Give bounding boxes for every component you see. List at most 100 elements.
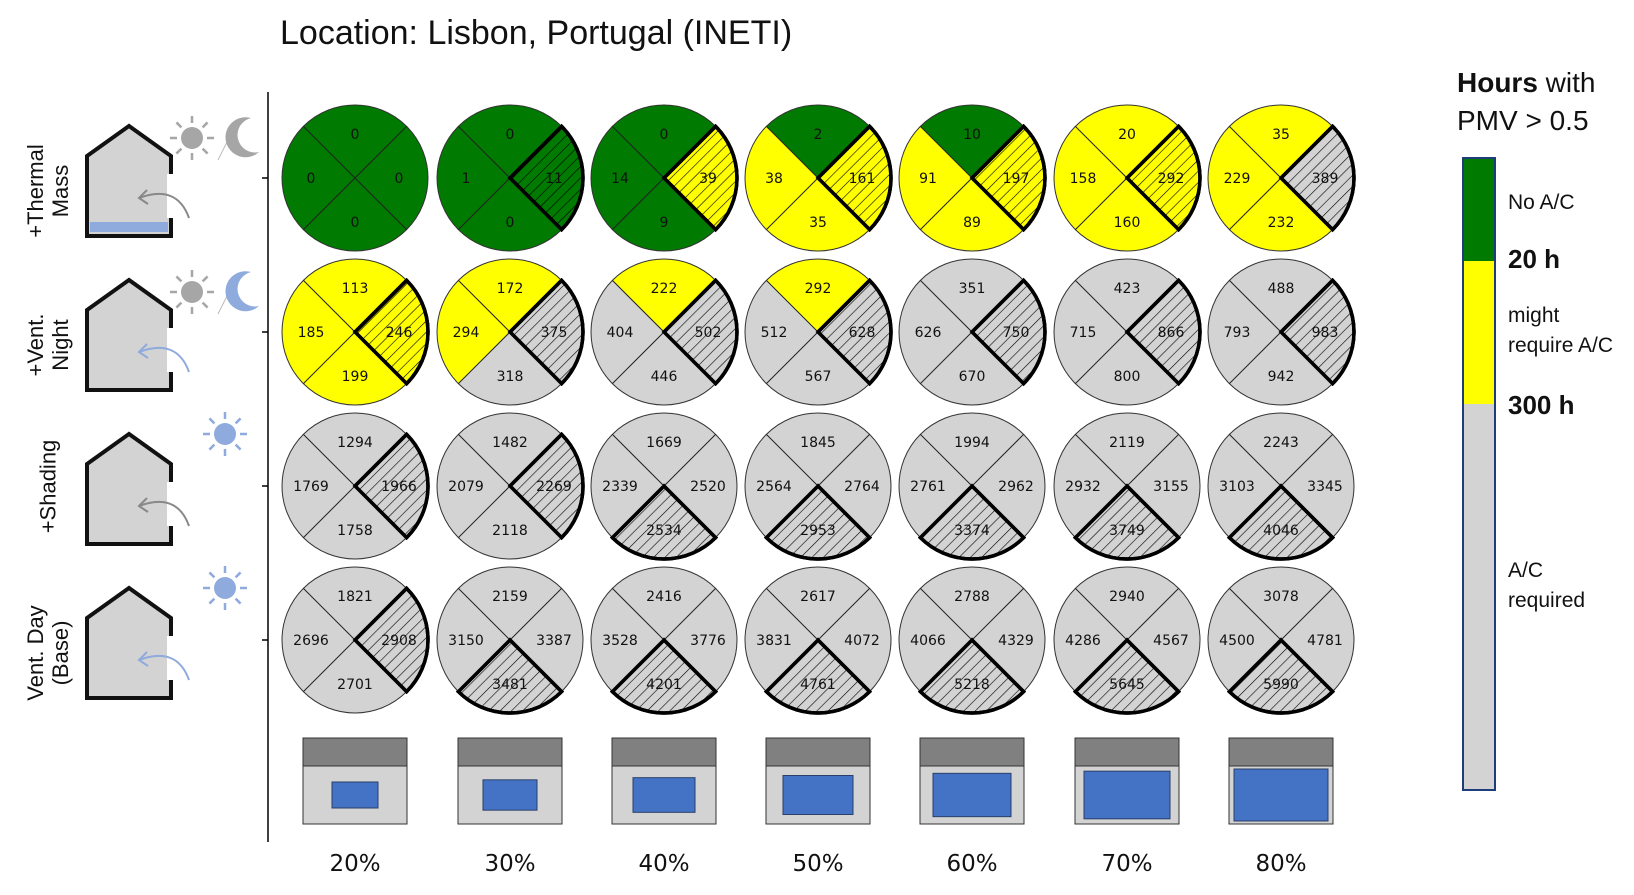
- window-glazing: [1083, 770, 1171, 820]
- pie-slice-left: [745, 434, 818, 538]
- pie-value-label: 0: [506, 215, 515, 231]
- pie-slice-top: [766, 567, 870, 640]
- pie-hatched-outline: [352, 431, 430, 541]
- house-shading-icon: [85, 412, 247, 546]
- pie-hatched-outline: [1278, 123, 1356, 233]
- pie-slice-top: [766, 259, 870, 332]
- x-tick-label: 50%: [792, 851, 843, 877]
- pie-chart: 2416 3776 4201 3528: [590, 566, 738, 715]
- pie-value-label: 222: [651, 281, 678, 297]
- pie-value-label: 3387: [536, 633, 572, 649]
- pie-hatched-outline: [1278, 277, 1356, 387]
- window-glazing: [1233, 768, 1329, 822]
- pie-slice-left: [899, 588, 972, 692]
- pie-value-label: 2617: [800, 589, 836, 605]
- pie-slice-right: [1281, 588, 1354, 692]
- pie-chart: 2243 3345 4046 3103: [1207, 412, 1355, 561]
- pie-value-label: 232: [1268, 215, 1295, 231]
- legend-segment-ac-required: [1464, 404, 1494, 789]
- pie-value-label: 2940: [1109, 589, 1145, 605]
- legend-label-no-ac: No A/C: [1508, 191, 1575, 214]
- pie-value-label: 2534: [646, 523, 682, 539]
- house-day-ventilation-icon: [85, 566, 247, 700]
- legend-title: Hours with PMV > 0.5: [1457, 64, 1595, 140]
- pie-slice-bottom: [303, 640, 407, 713]
- sun-icon: [203, 566, 247, 610]
- house-night-ventilation-icon: [85, 270, 259, 392]
- pie-value-label: 2339: [602, 479, 638, 495]
- window-glazing: [482, 779, 538, 811]
- pie-value-label: 4567: [1153, 633, 1189, 649]
- pie-value-label: 389: [1312, 171, 1339, 187]
- pie-slice-top: [920, 105, 1024, 178]
- window-glazing: [932, 772, 1012, 818]
- pie-slice-left: [1208, 280, 1281, 384]
- pie-hatched-outline: [969, 123, 1047, 233]
- pie-slice-top: [1075, 413, 1179, 486]
- pie-value-label: 502: [695, 325, 722, 341]
- pie-slice-top: [1075, 259, 1179, 332]
- pie-slice-top: [458, 567, 562, 640]
- pie-hatched-outline: [507, 431, 585, 541]
- pie-value-label: 4072: [844, 633, 880, 649]
- pie-value-label: 2696: [293, 633, 329, 649]
- pie-slice-bottom: [612, 332, 716, 405]
- pie-slice-top: [920, 259, 1024, 332]
- x-tick-label: 80%: [1255, 851, 1306, 877]
- legend-segment-no-ac: [1464, 159, 1494, 261]
- pie-slice-bottom: [766, 178, 870, 251]
- pie-slice-bottom: [303, 332, 407, 406]
- pie-chart: 1994 2962 3374 2761: [898, 412, 1046, 561]
- pie-value-label: 158: [1070, 171, 1097, 187]
- pie-value-label: 35: [809, 215, 827, 231]
- pie-slice-top: [612, 413, 716, 486]
- pie-hatched-outline: [661, 277, 739, 387]
- pie-slice-top: [920, 567, 1024, 640]
- pie-slice-left: [437, 588, 510, 692]
- pie-slice-top: [458, 413, 562, 486]
- pie-slice-bottom: [458, 332, 562, 406]
- pie-slice-bottom: [920, 178, 1024, 251]
- row-label: +Shading: [35, 439, 61, 534]
- pie-slice-right: [1127, 434, 1200, 538]
- window-glazing: [632, 777, 696, 813]
- pie-value-label: 3345: [1307, 479, 1343, 495]
- facade-wall: [611, 765, 717, 825]
- pie-value-label: 2118: [492, 523, 528, 539]
- pie-slice-top: [766, 413, 870, 486]
- pie-slice-left: [745, 588, 818, 692]
- pie-slice-right: [355, 126, 428, 230]
- pie-value-label: 2788: [954, 589, 990, 605]
- pie-slice-top: [920, 413, 1024, 486]
- pie-value-label: 0: [660, 127, 669, 143]
- pie-value-label: 197: [1003, 171, 1030, 187]
- pie-value-label: 512: [761, 325, 788, 341]
- pie-slice-right: [818, 434, 891, 538]
- pie-hatched-outline: [815, 277, 893, 387]
- facade-icon: [1074, 737, 1180, 825]
- legend-title-rest: with: [1537, 67, 1596, 98]
- pie-value-label: 3078: [1263, 589, 1299, 605]
- pie-value-label: 3481: [492, 677, 528, 693]
- pie-slice-left: [436, 280, 510, 384]
- pie-value-label: 185: [298, 325, 325, 341]
- pie-slice-right: [1281, 434, 1354, 538]
- pie-hatched-outline: [609, 483, 719, 561]
- pie-slice-top: [458, 258, 562, 332]
- pie-chart: 1294 1966 1758 1769: [281, 412, 430, 560]
- pie-hatched-outline: [1072, 483, 1182, 561]
- facade-roof: [457, 737, 563, 767]
- pie-value-label: 0: [506, 127, 515, 143]
- pie-value-label: 0: [395, 171, 404, 187]
- pie-slice-bottom: [612, 178, 716, 251]
- pie-hatched-outline: [1226, 637, 1336, 715]
- facade-roof: [765, 737, 871, 767]
- pie-value-label: 0: [307, 171, 316, 187]
- pie-chart: 10 197 89 91: [898, 104, 1047, 252]
- pie-value-label: 246: [386, 325, 413, 341]
- pie-value-label: 488: [1268, 281, 1295, 297]
- pie-hatched-outline: [507, 123, 585, 233]
- pie-value-label: 4066: [910, 633, 946, 649]
- pie-slice-left: [1054, 434, 1127, 538]
